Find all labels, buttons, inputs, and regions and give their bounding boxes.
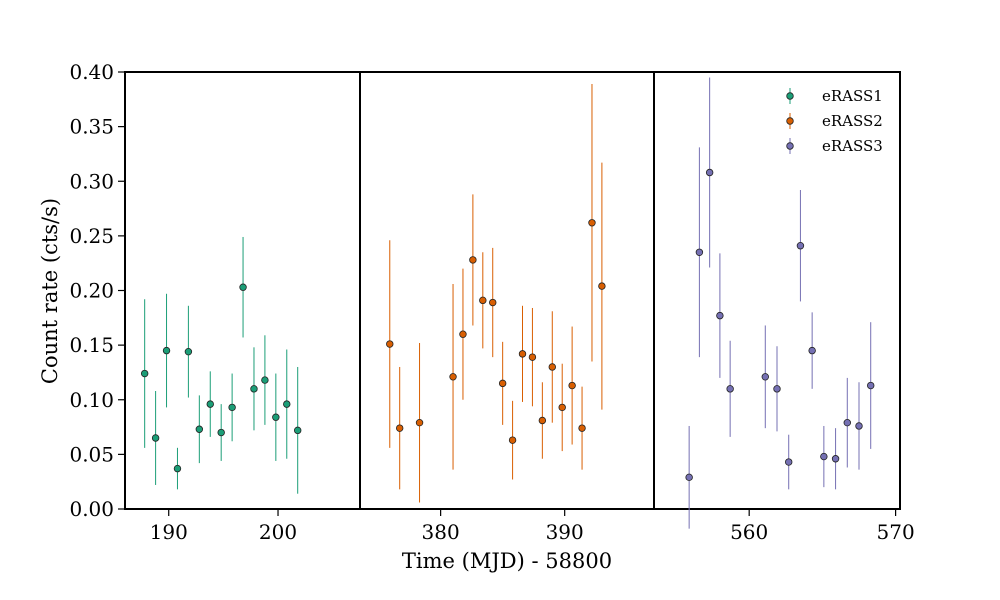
x-tick-label: 570 bbox=[877, 520, 915, 544]
data-point bbox=[820, 452, 828, 461]
data-point bbox=[395, 424, 404, 432]
panel-erass2: 380 390 bbox=[359, 71, 655, 544]
data-point bbox=[548, 363, 556, 371]
data-point bbox=[773, 385, 781, 393]
data-point bbox=[283, 400, 291, 408]
data-point bbox=[598, 282, 606, 290]
y-tick-label: 0.25 bbox=[69, 224, 114, 248]
x-tick-label: 390 bbox=[546, 520, 584, 544]
data-point bbox=[459, 330, 467, 338]
data-point bbox=[695, 248, 704, 256]
data-point bbox=[217, 428, 225, 437]
legend-label: eRASS1 bbox=[822, 87, 883, 105]
data-point bbox=[705, 168, 714, 177]
data-point bbox=[272, 413, 280, 421]
data-point bbox=[726, 385, 734, 393]
data-point bbox=[479, 296, 487, 305]
data-point bbox=[867, 381, 875, 390]
data-point bbox=[206, 400, 214, 408]
x-tick-label: 190 bbox=[150, 520, 188, 544]
data-point bbox=[151, 434, 160, 442]
data-point bbox=[250, 385, 258, 393]
y-tick-label: 0.05 bbox=[69, 442, 114, 466]
x-tick-label: 380 bbox=[422, 520, 460, 544]
data-point bbox=[386, 340, 394, 348]
data-point bbox=[685, 473, 693, 482]
data-point bbox=[489, 298, 497, 307]
y-tick-label: 0.40 bbox=[69, 60, 114, 84]
data-point bbox=[449, 373, 457, 381]
data-point bbox=[843, 418, 851, 427]
data-point bbox=[508, 436, 517, 444]
legend-item-erass3: eRASS3 bbox=[786, 137, 883, 155]
data-point bbox=[228, 403, 236, 412]
data-point bbox=[785, 458, 793, 466]
data-point bbox=[469, 256, 477, 264]
data-point bbox=[716, 311, 724, 320]
data-point bbox=[796, 242, 805, 250]
legend-label: eRASS3 bbox=[822, 137, 883, 155]
data-point bbox=[528, 353, 537, 361]
data-point bbox=[518, 350, 527, 358]
legend-item-erass2: eRASS2 bbox=[786, 112, 883, 130]
data-point bbox=[415, 418, 424, 427]
data-point bbox=[261, 376, 269, 384]
data-point bbox=[293, 426, 302, 435]
legend-label: eRASS2 bbox=[822, 112, 883, 130]
panel-frame bbox=[653, 71, 901, 510]
legend-marker bbox=[786, 117, 794, 125]
data-point bbox=[588, 219, 596, 227]
y-axis: 0.00 0.05 0.10 0.15 0.20 0.25 0.30 0.35 0.40 bbox=[69, 60, 125, 521]
x-tick-label: 560 bbox=[730, 520, 768, 544]
data-point bbox=[568, 381, 576, 390]
chart-panels: 190 200 380 390 560 570 bbox=[124, 71, 915, 544]
data-point bbox=[855, 422, 863, 430]
y-tick-label: 0.00 bbox=[69, 497, 114, 521]
data-point bbox=[578, 424, 586, 432]
legend: eRASS1 eRASS2 eRASS3 bbox=[786, 87, 883, 155]
legend-item-erass1: eRASS1 bbox=[786, 87, 883, 105]
legend-marker bbox=[786, 142, 794, 150]
data-point bbox=[498, 379, 507, 388]
data-point bbox=[239, 283, 247, 291]
x-axis-label: Time (MJD) - 58800 bbox=[402, 549, 612, 573]
y-tick-label: 0.35 bbox=[69, 115, 114, 139]
y-tick-label: 0.10 bbox=[69, 388, 114, 412]
y-axis-label: Count rate (cts/s) bbox=[38, 198, 62, 384]
data-point bbox=[831, 455, 840, 463]
data-point bbox=[761, 373, 769, 381]
data-point bbox=[162, 346, 171, 355]
panel-erass1: 190 200 bbox=[124, 71, 361, 544]
data-point bbox=[184, 347, 193, 356]
panel-frame bbox=[359, 71, 655, 510]
data-point bbox=[140, 369, 149, 378]
data-point bbox=[808, 346, 816, 355]
y-tick-label: 0.20 bbox=[69, 279, 114, 303]
data-point bbox=[173, 464, 182, 473]
data-point bbox=[195, 425, 204, 433]
x-tick-label: 200 bbox=[259, 520, 297, 544]
panel-erass3: 560 570 bbox=[653, 71, 915, 544]
y-tick-label: 0.15 bbox=[69, 333, 114, 357]
legend-marker bbox=[786, 92, 794, 100]
data-point bbox=[558, 403, 566, 412]
y-tick-label: 0.30 bbox=[69, 169, 114, 193]
data-point bbox=[538, 416, 547, 425]
